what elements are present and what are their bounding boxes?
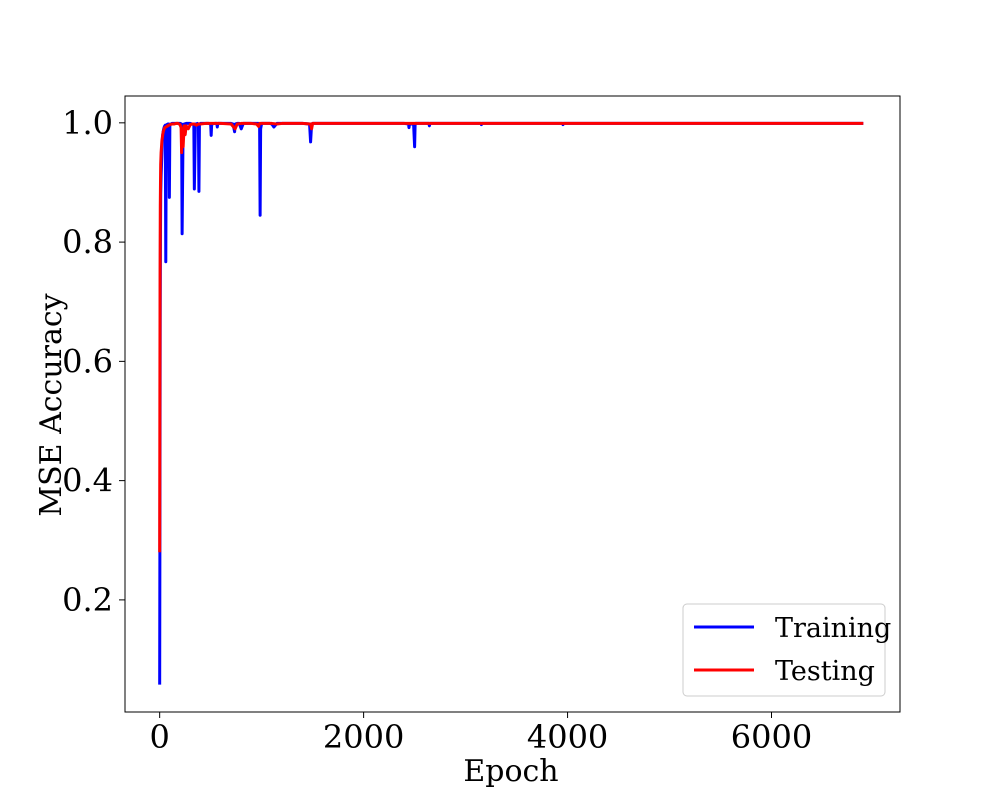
series-line-testing: [158, 121, 864, 553]
series-layer: [158, 121, 864, 685]
x-tick-label: 6000: [731, 718, 812, 756]
x-tick-label: 0: [149, 718, 169, 756]
x-axis-label: Epoch: [463, 754, 558, 789]
y-tick-label: 0.2: [62, 581, 113, 619]
legend-label-testing: Testing: [775, 656, 875, 687]
x-tick-label: 2000: [323, 718, 404, 756]
y-tick-label: 0.6: [62, 342, 113, 380]
legend: Training Testing: [682, 603, 891, 697]
y-tick-label: 0.8: [62, 223, 113, 261]
plot-frame: [124, 95, 901, 713]
legend-label-training: Training: [775, 613, 891, 644]
y-tick-label: 1.0: [62, 104, 113, 142]
ticks-layer: 0 2000 4000 6000 0.2 0.4 0.6 0.8 1.0: [62, 104, 812, 756]
y-axis-label: MSE Accuracy: [34, 293, 69, 516]
y-tick-label: 0.4: [62, 462, 113, 500]
x-tick-label: 4000: [527, 718, 608, 756]
